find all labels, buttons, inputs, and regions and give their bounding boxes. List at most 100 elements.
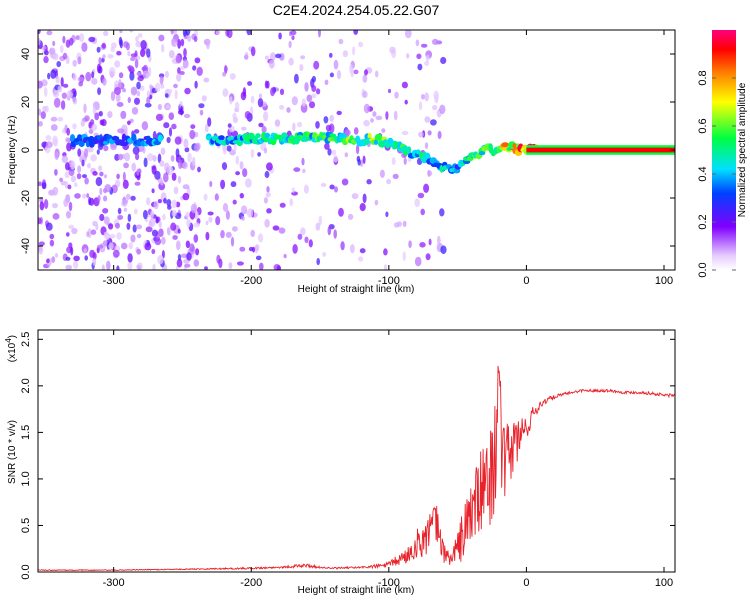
spectrogram-noise-cell: [134, 181, 141, 186]
spectrogram-noise-cell: [140, 40, 147, 50]
spectrogram-noise-cell: [173, 83, 178, 89]
spectrogram-noise-cell: [117, 207, 122, 215]
spectrogram-noise-cell: [166, 199, 172, 207]
spectrogram-noise-cell: [194, 80, 198, 89]
spectrogram-noise-cell: [88, 129, 94, 134]
spectrogram-noise-cell: [324, 79, 329, 86]
spectrogram-noise-cell: [417, 63, 423, 71]
spectrogram-noise-cell: [341, 178, 349, 186]
spectrogram-noise-cell: [197, 166, 201, 173]
spectrogram-noise-cell: [176, 240, 181, 251]
spectrogram-noise-cell: [140, 48, 146, 58]
spectrogram-noise-cell: [60, 77, 64, 87]
spectrogram-noise-cell: [51, 256, 56, 263]
spectrogram-noise-cell: [302, 168, 306, 174]
spectrogram-noise-cell: [97, 244, 104, 249]
spectrogram-noise-cell: [416, 53, 422, 60]
spectrogram-noise-cell: [174, 89, 178, 100]
spectrogram-noise-cell: [158, 34, 165, 42]
spectrogram-noise-cell: [235, 155, 240, 165]
spectrogram-noise-cell: [394, 91, 399, 99]
spectrogram-noise-cell: [52, 186, 59, 196]
spectrogram-noise-cell: [182, 59, 189, 69]
spectrogram-noise-cell: [65, 210, 72, 219]
colorbar-tick-label: 0.8: [697, 70, 709, 85]
spectrogram-noise-cell: [108, 242, 114, 250]
colorbar: 0.0 0.2 0.4 0.6 0.8 Normalized spectral ampl…: [697, 30, 748, 278]
spectrogram-noise-cell: [176, 258, 183, 268]
spectrogram-noise-cell: [250, 229, 255, 237]
spectrogram-noise-cell: [57, 116, 64, 122]
spectrogram-noise-cell: [134, 59, 139, 69]
spectrogram-noise-cell: [149, 84, 153, 90]
spectrogram-noise-cell: [73, 260, 79, 269]
snr-panel: -300 -200 -100 0 100 0.0 0.5 1.0 1.5 2.0 2.5 Heig…: [4, 329, 676, 596]
spectrogram-noise-cell: [104, 184, 112, 193]
spectrogram-noise-cell: [187, 35, 192, 42]
spectrogram-noise-cell: [89, 249, 95, 258]
spectrogram-noise-cell: [250, 149, 255, 158]
spectrogram-noise-cell: [146, 197, 151, 206]
spectrogram-noise-cell: [264, 55, 270, 60]
spectrogram-noise-cell: [80, 149, 85, 157]
figure-title: C2E4.2024.254.05.22.G07: [273, 2, 440, 18]
spectrogram-noise-cell: [421, 43, 428, 48]
spectrogram-noise-cell: [123, 162, 129, 169]
spectrogram-noise-cell: [220, 230, 225, 239]
spectrogram-noise-cell: [437, 130, 442, 140]
spectrogram-noise-cell: [357, 159, 361, 166]
spectrogram-noise-cell: [71, 227, 78, 235]
spectrogram-noise-cell: [46, 30, 53, 36]
spectrogram-noise-cell: [266, 162, 273, 171]
spectrogram-noise-cell: [379, 169, 385, 178]
spectrogram-noise-cell: [276, 265, 282, 270]
spectrogram-noise-cell: [187, 152, 192, 163]
spectrogram-noise-cell: [38, 108, 42, 116]
spectrogram-noise-cell: [80, 120, 86, 127]
spectrogram-noise-cell: [311, 85, 317, 92]
spectrogram-noise-cell: [84, 177, 89, 185]
spectrogram-noise-cell: [87, 162, 91, 169]
spectrogram-noise-cell: [155, 113, 163, 121]
spectrogram-noise-cell: [151, 248, 156, 255]
spectrogram-noise-cell: [254, 244, 260, 252]
spectrogram-noise-cell: [129, 30, 134, 33]
spectrogram-signal-cell: [329, 133, 337, 138]
spectrogram-noise-cell: [194, 210, 199, 220]
spectrogram-noise-cell: [107, 111, 113, 118]
spectrogram-noise-cell: [143, 157, 148, 168]
spectrogram-noise-cell: [163, 172, 169, 183]
spectrogram-noise-cell: [103, 145, 109, 152]
spectrogram-noise-cell: [218, 258, 223, 269]
spectrogram-noise-cell: [96, 46, 101, 53]
spectrogram-signal-cell: [264, 132, 271, 139]
spectrogram-noise-cell: [116, 102, 124, 107]
spectrogram-noise-cell: [279, 88, 285, 96]
spectrogram-noise-cell: [268, 59, 275, 69]
colorbar-tick-label: 0.2: [697, 214, 709, 229]
spectrogram-noise-cell: [117, 128, 125, 134]
spectrogram-noise-cell: [193, 259, 200, 267]
spectrogram-noise-cell: [241, 216, 245, 221]
spectrogram-noise-cell: [60, 100, 66, 110]
spectrogram-noise-cell: [266, 186, 270, 193]
spectrogram-noise-cell: [439, 208, 445, 217]
spectrogram-noise-cell: [49, 233, 55, 240]
spectrogram-noise-cell: [79, 33, 85, 43]
spectrogram-noise-cell: [110, 144, 117, 151]
spectrogram-noise-cell: [135, 41, 142, 48]
spectrogram-noise-cell: [157, 199, 162, 204]
spectrogram-noise-cell: [189, 243, 195, 253]
spectrogram-noise-cell: [102, 78, 107, 86]
spectrogram-noise-cell: [362, 74, 368, 83]
spectrogram-noise-cell: [329, 72, 334, 78]
spectrogram-noise-cell: [77, 76, 85, 82]
spectrogram-noise-cell: [65, 256, 71, 261]
spectrogram-noise-cell: [404, 30, 412, 39]
spectrogram-noise-cell: [160, 83, 165, 89]
spectrogram-noise-cell: [143, 209, 148, 220]
spectrogram-noise-cell: [127, 97, 131, 103]
spectrogram-noise-cell: [234, 101, 240, 110]
spectrogram-noise-cell: [50, 116, 58, 122]
spectrogram-noise-cell: [129, 71, 135, 81]
